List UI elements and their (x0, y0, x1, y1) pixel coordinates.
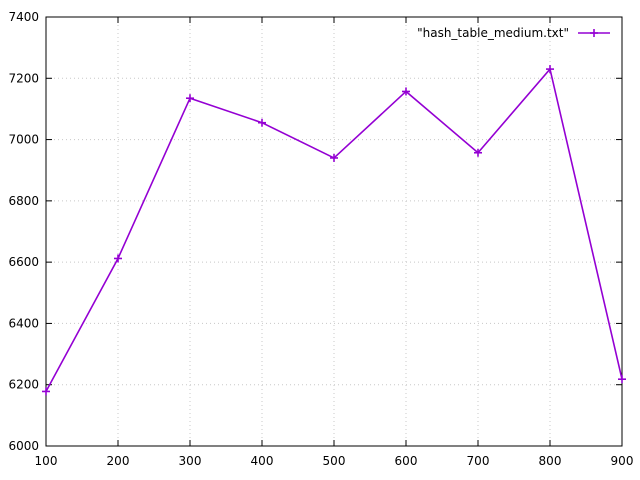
data-point (474, 148, 482, 157)
data-point (402, 87, 410, 96)
legend-marker (590, 29, 598, 37)
x-tick-label: 800 (539, 454, 562, 468)
series-layer (42, 65, 626, 396)
legend: "hash_table_medium.txt" (417, 26, 610, 40)
x-tick-label: 200 (107, 454, 130, 468)
legend-label: "hash_table_medium.txt" (417, 26, 569, 40)
y-tick-label: 7000 (8, 133, 39, 147)
y-tick-label: 6400 (8, 316, 39, 330)
x-tick-label: 900 (611, 454, 634, 468)
data-point (618, 375, 626, 384)
data-point (258, 118, 266, 127)
data-point (330, 153, 338, 162)
x-tick-label: 600 (395, 454, 418, 468)
y-tick-label: 6600 (8, 255, 39, 269)
x-tick-label: 400 (251, 454, 274, 468)
y-tick-label: 7400 (8, 10, 39, 24)
x-tick-label: 100 (35, 454, 58, 468)
data-point (42, 387, 50, 396)
data-point (114, 254, 122, 263)
y-tick-label: 7200 (8, 71, 39, 85)
data-point (186, 94, 194, 103)
axis-ticks: 100 200 300 400 500 600 700 800 900 6000 6200 6400 6… (8, 10, 633, 468)
grid (45, 16, 623, 447)
y-tick-label: 6200 (8, 378, 39, 392)
y-tick-label: 6000 (8, 439, 39, 453)
x-tick-label: 500 (323, 454, 346, 468)
x-tick-label: 700 (467, 454, 490, 468)
x-tick-label: 300 (179, 454, 202, 468)
y-tick-label: 6800 (8, 194, 39, 208)
data-point (546, 65, 554, 74)
